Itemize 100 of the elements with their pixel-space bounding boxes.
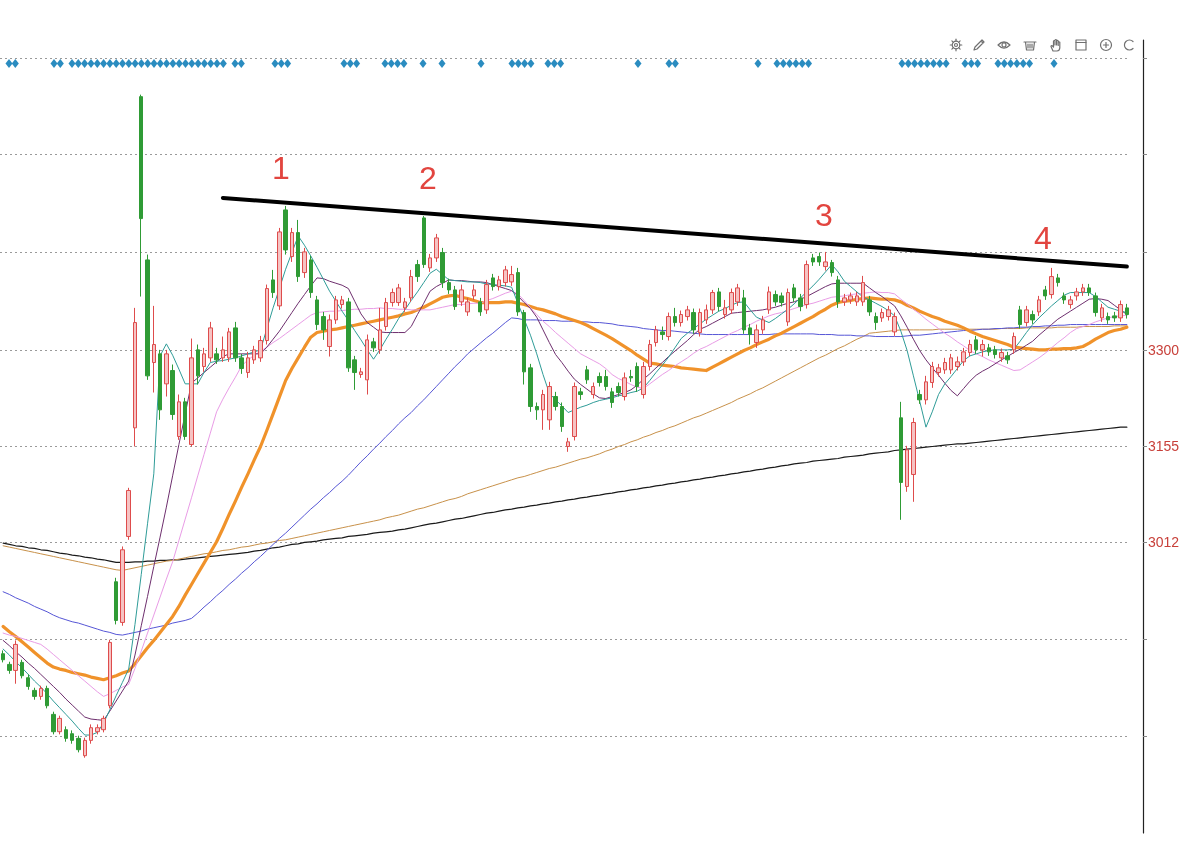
candlestick (717, 287, 721, 312)
candlestick (591, 382, 595, 400)
line-series (2, 426, 1128, 564)
candlestick (1043, 285, 1047, 301)
candlestick (823, 251, 828, 272)
candlestick (202, 347, 206, 373)
candlestick (453, 285, 457, 311)
candlestick (371, 337, 376, 353)
candlestick (321, 311, 326, 341)
candlestick (64, 725, 68, 743)
candlestick (1005, 351, 1010, 365)
candlestick (804, 260, 809, 310)
candlestick (1093, 292, 1098, 318)
candlestick (691, 308, 696, 335)
candlestick (648, 339, 652, 372)
candlestick (817, 252, 821, 267)
candlestick (604, 369, 608, 392)
candlestick (993, 345, 997, 360)
candlestick (560, 402, 564, 433)
candlestick (227, 327, 231, 363)
candlestick (1012, 332, 1016, 355)
candlestick (1, 649, 5, 663)
candlestick (547, 381, 552, 431)
candlestick (616, 382, 621, 398)
candlestick (258, 335, 263, 363)
candlestick (541, 389, 545, 431)
candlestick (786, 288, 790, 327)
y-tick-label: 3155 (1148, 438, 1180, 455)
candlestick (980, 339, 985, 358)
candlestick (246, 351, 250, 379)
candlestick (710, 289, 715, 315)
candlestick (698, 308, 702, 338)
candlestick (930, 361, 934, 389)
candlestick (1056, 273, 1060, 288)
annotation: 3 (815, 197, 833, 233)
candlestick (578, 387, 583, 401)
candlestick (943, 357, 947, 375)
candlestick (1068, 295, 1073, 310)
candlestick (491, 273, 495, 292)
candlestick (359, 367, 363, 379)
candlestick (1100, 303, 1104, 323)
candlestick (409, 269, 413, 303)
candlestick (265, 284, 269, 346)
candlestick (635, 362, 639, 393)
candlestick (936, 363, 941, 378)
candlestick (660, 326, 665, 341)
candlestick (183, 397, 187, 441)
candlestick (70, 729, 74, 745)
candlestick (761, 315, 765, 335)
candlestick (704, 304, 708, 325)
candlestick (145, 254, 150, 381)
candlestick (566, 437, 570, 453)
candlestick (754, 324, 759, 349)
annotation: 2 (419, 160, 437, 196)
candlestick (114, 577, 118, 625)
candlestick (57, 715, 62, 735)
candlestick (666, 312, 671, 342)
y-tick-label: 3012 (1148, 533, 1180, 550)
candlestick (484, 279, 489, 315)
candlestick (1125, 303, 1129, 320)
candlestick (296, 219, 300, 283)
candlestick (428, 253, 432, 273)
candlestick (365, 334, 369, 396)
candlestick (748, 323, 752, 346)
candlestick (133, 307, 137, 447)
candlestick (45, 685, 49, 709)
candlestick (422, 215, 426, 269)
candlestick (880, 308, 884, 323)
candlestick (798, 293, 803, 312)
candlestick (572, 382, 577, 441)
candlestick (1018, 305, 1022, 330)
candlestick (434, 233, 439, 263)
candlestick (309, 255, 313, 299)
candlestick (51, 711, 56, 735)
candlestick (189, 338, 194, 447)
candlestick (378, 307, 382, 355)
candlestick (1030, 310, 1035, 325)
candlestick (911, 417, 916, 503)
candlestick (1118, 300, 1123, 323)
candlestick (277, 227, 282, 311)
candlestick (629, 369, 633, 383)
candlestick (899, 401, 903, 521)
candlestick (302, 247, 307, 279)
candlestick (32, 687, 37, 701)
candlestick (334, 295, 338, 325)
candlestick (158, 349, 162, 421)
candlestick (855, 291, 859, 307)
candlestick (516, 267, 520, 317)
candlestick (196, 344, 200, 386)
candlestick (1106, 312, 1110, 325)
candlestick (792, 283, 796, 303)
candlestick (415, 259, 420, 283)
candlestick (585, 365, 589, 385)
candlestick (340, 295, 344, 310)
candlestick (26, 673, 30, 691)
candlestick (13, 639, 18, 685)
candlestick (742, 289, 746, 335)
candlestick (1112, 311, 1117, 323)
candlestick (917, 389, 922, 405)
candlestick (290, 227, 294, 263)
